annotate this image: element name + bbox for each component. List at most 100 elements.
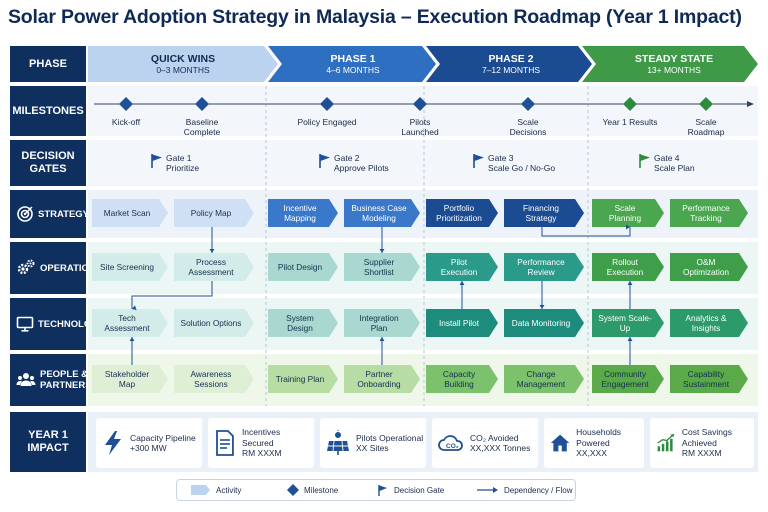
- activity-people-5: Change Management: [516, 369, 566, 389]
- dependency-arrowhead: [627, 337, 633, 341]
- gate-4: Gate 4 Scale Plan: [654, 153, 695, 173]
- activity-people-3: Partner Onboarding: [357, 369, 401, 389]
- dependency-arrowhead: [379, 249, 385, 253]
- activity-chevron-technology-0: [92, 309, 168, 337]
- activity-technology-6: System Scale-Up: [598, 313, 652, 333]
- phase-chevrons: [88, 46, 758, 82]
- gate-flag-icon: [378, 484, 387, 496]
- gates-row-bg: [88, 140, 758, 186]
- activity-operations-0: Site Screening: [100, 262, 154, 272]
- row-label-decision-gates: DECISION GATES: [10, 140, 86, 186]
- milestone-label: Baseline Complete: [183, 117, 221, 137]
- gate-2: Gate 2 Approve Pilots: [334, 153, 389, 173]
- activity-people-6: Community Engagement: [601, 369, 649, 389]
- co2-cloud-icon: CO₂: [438, 435, 463, 451]
- row-label-operations: OPERATIONS: [10, 242, 102, 294]
- milestone-label: Scale Roadmap: [687, 117, 725, 137]
- activity-chevron-operations-0: [92, 253, 168, 281]
- phase-2: PHASE 2 7–12 MONTHS: [481, 53, 541, 75]
- activity-chevron-strategy-7: [670, 199, 748, 227]
- dependency-arrow: [541, 227, 631, 237]
- row-label-milestones: MILESTONES: [10, 86, 86, 136]
- activity-technology-0: Tech Assessment: [104, 313, 150, 333]
- arrow-right-icon: [477, 487, 498, 493]
- row-label-phase: PHASE: [10, 46, 86, 82]
- activity-chevron-technology-2: [268, 309, 338, 337]
- growth-chart-icon: [657, 433, 675, 452]
- dependency-arrowhead: [129, 337, 135, 341]
- activity-chevron-operations-4: [426, 253, 498, 281]
- activity-technology-7: Analytics & Insights: [685, 313, 727, 333]
- activity-strategy-3: Business Case Modeling: [351, 203, 407, 223]
- document-icon: [216, 430, 234, 456]
- monitor-icon: [16, 316, 34, 332]
- activity-chevron-operations-5: [504, 253, 584, 281]
- legend: Activity Milestone Decision Gate Depende…: [176, 479, 576, 501]
- impact-co2-avoided: CO₂ CO₂ Avoided XX,XXX Tonnes: [432, 418, 538, 468]
- page-title: Solar Power Adoption Strategy in Malaysi…: [8, 6, 742, 28]
- phase-chevron-phase-1: [268, 46, 436, 82]
- house-icon: [550, 434, 570, 452]
- milestone-diamond-kick-off: [119, 97, 133, 111]
- activity-chevron-operations-2: [268, 253, 338, 281]
- activity-chevron-operations-1: [174, 253, 254, 281]
- phase-dividers: [265, 86, 589, 406]
- milestone-diamond-pilots-launched: [413, 97, 427, 111]
- legend-dependency-flow: Dependency / Flow: [477, 480, 572, 500]
- activity-people-4: Capacity Building: [442, 369, 476, 389]
- gate-flag-icon: [151, 154, 162, 168]
- milestone-diamond-year-1-results: [623, 97, 637, 111]
- gate-flag-icon: [319, 154, 330, 168]
- milestone-diamond-icon: [287, 484, 299, 496]
- activity-operations-5: Performance Review: [517, 257, 565, 277]
- activity-chevron-people-0: [92, 365, 168, 393]
- milestone-diamond-scale-decisions: [521, 97, 535, 111]
- activity-chevron-technology-6: [592, 309, 664, 337]
- activity-chevron-strategy-4: [426, 199, 498, 227]
- activity-chevron-operations-6: [592, 253, 664, 281]
- activity-operations-3: Supplier Shortlist: [363, 257, 395, 277]
- gears-icon: [17, 259, 35, 275]
- phase-1: PHASE 1 4–6 MONTHS: [326, 53, 380, 75]
- milestone-diamond-policy-engaged: [320, 97, 334, 111]
- milestone-diamond-baseline-complete: [195, 97, 209, 111]
- activity-strategy-5: Financing Strategy: [523, 203, 559, 223]
- activity-chevron-strategy-1: [174, 199, 254, 227]
- milestone-label: Policy Engaged: [297, 117, 357, 127]
- activity-chevron-people-6: [592, 365, 664, 393]
- activity-people-2: Training Plan: [275, 374, 325, 384]
- activity-people-7: Capability Sustainment: [682, 369, 730, 389]
- activity-chevron-technology-1: [174, 309, 254, 337]
- activity-operations-1: Process Assessment: [188, 257, 234, 277]
- milestones-row-bg: [88, 86, 758, 136]
- target-icon: [17, 206, 33, 222]
- people-icon: [16, 373, 36, 386]
- phase-chevron-quick-wins: [88, 46, 278, 82]
- row-label-impact: YEAR 1 IMPACT: [10, 412, 86, 472]
- activity-chevron-operations-7: [670, 253, 748, 281]
- lightning-icon: [105, 431, 121, 455]
- activity-chevron-technology-4: [426, 309, 498, 337]
- activity-technology-5: Data Monitoring: [511, 318, 571, 328]
- phase-steady-state: STEADY STATE 13+ MONTHS: [634, 53, 714, 75]
- row-label-technology: TECHNOLOGY: [10, 298, 105, 350]
- milestone-label: Pilots Launched: [401, 117, 439, 137]
- phase-chevron-steady-state: [582, 46, 758, 82]
- gate-1: Gate 1 Prioritize: [166, 153, 200, 173]
- gate-flag-icon: [639, 154, 650, 168]
- milestone-label: Year 1 Results: [602, 117, 658, 127]
- dependency-arrowhead: [209, 249, 215, 253]
- activity-strategy-7: Performance Tracking: [682, 203, 730, 223]
- activity-technology-1: Solution Options: [180, 318, 242, 328]
- activity-chevron-technology-5: [504, 309, 584, 337]
- dependency-arrowhead: [539, 305, 545, 309]
- activity-chevron-technology-7: [670, 309, 748, 337]
- legend-milestone: Milestone: [287, 480, 338, 500]
- activity-chevron-people-2: [268, 365, 338, 393]
- activity-operations-4: Pilot Execution: [440, 257, 478, 277]
- activity-chevron-operations-3: [344, 253, 420, 281]
- row-label-people-partners: PEOPLE & PARTNERS: [10, 354, 92, 406]
- activity-chevron-people-4: [426, 365, 498, 393]
- activity-strategy-4: Portfolio Prioritization: [436, 203, 482, 223]
